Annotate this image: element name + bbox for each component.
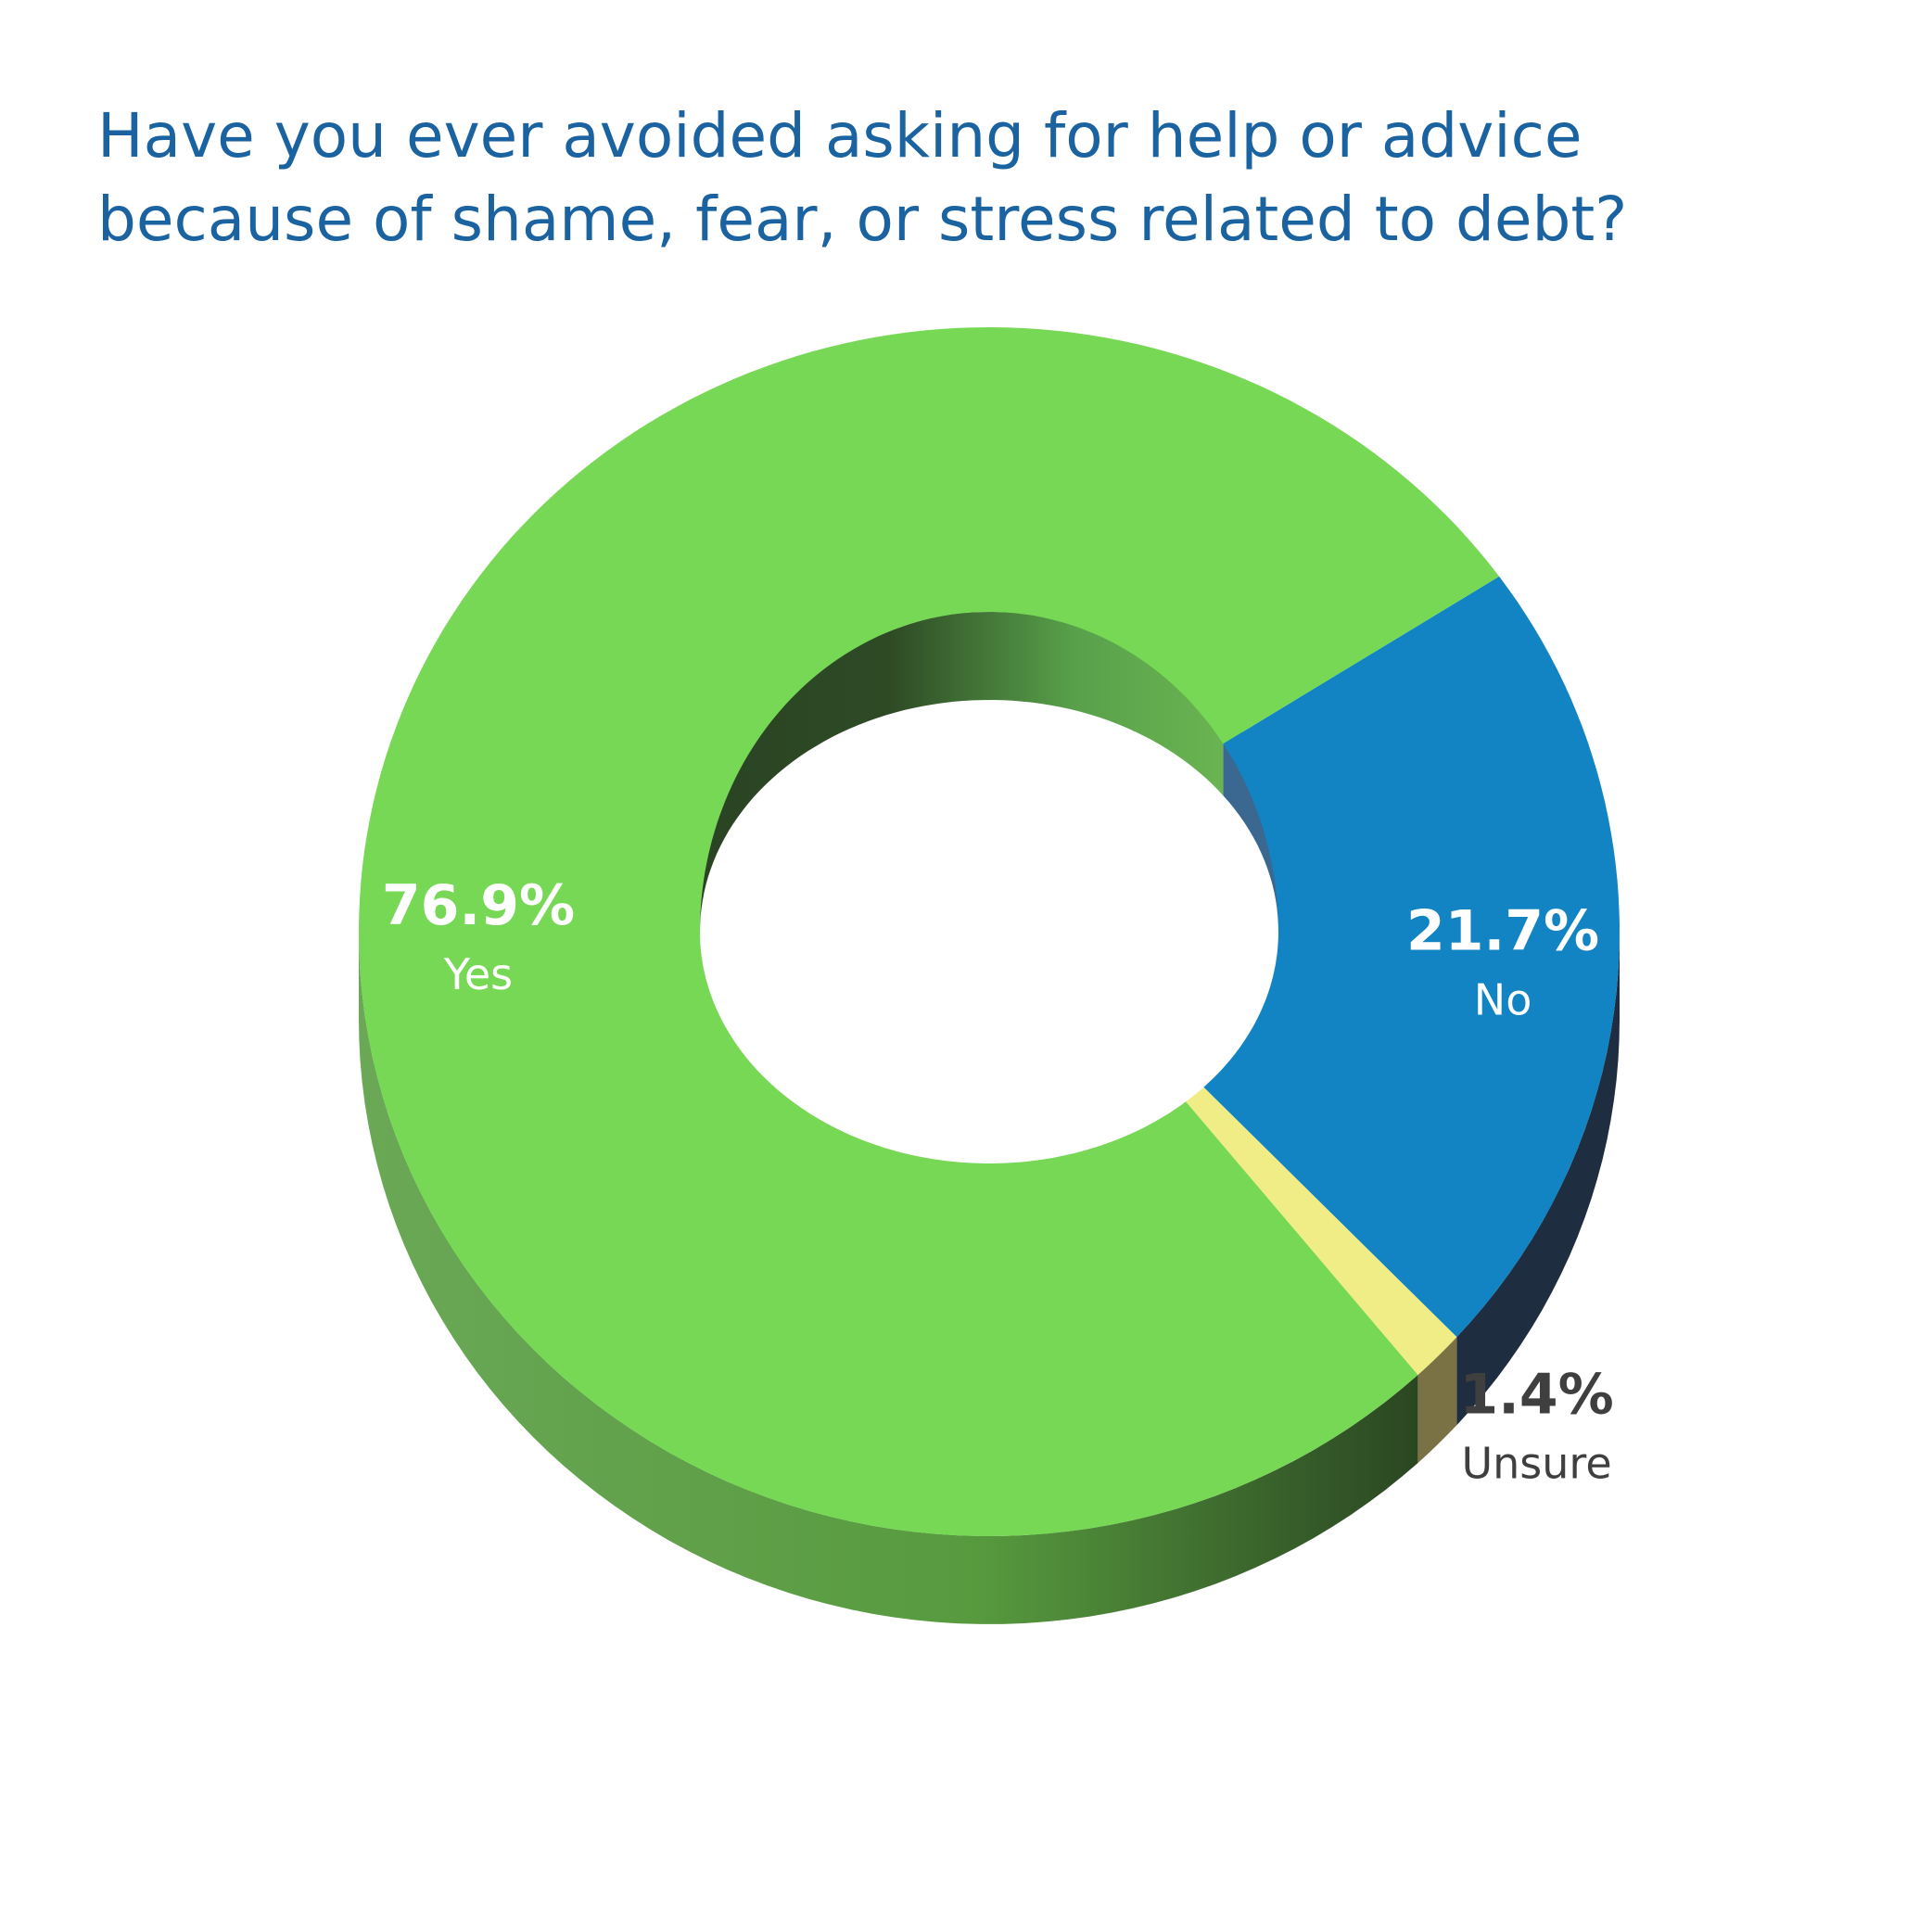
data-label-yes: 76.9% Yes: [382, 873, 575, 999]
data-label-category-no: No: [1474, 975, 1532, 1025]
data-label-category-yes: Yes: [443, 949, 513, 999]
side-wall-unsure: [1417, 1337, 1457, 1464]
chart-title: Have you ever avoided asking for help or…: [97, 95, 1859, 261]
data-label-no: 21.7% No: [1406, 899, 1599, 1025]
inner-wall-yes: [700, 612, 1224, 932]
slice-yes: [359, 327, 1500, 1536]
donut-slices: [359, 327, 1620, 1536]
data-label-category-unsure: Unsure: [1461, 1438, 1611, 1488]
chart-title-line-2: because of shame, fear, or stress relate…: [97, 184, 1628, 255]
data-label-value-unsure: 1.4%: [1459, 1362, 1613, 1427]
side-wall-no: [1456, 932, 1620, 1426]
slice-unsure: [1186, 1087, 1457, 1376]
data-label-value-no: 21.7%: [1406, 899, 1599, 964]
donut-side-walls: [359, 932, 1620, 1624]
slice-no: [1203, 576, 1620, 1338]
data-label-unsure: 1.4% Unsure: [1459, 1362, 1613, 1488]
side-wall-yes: [359, 932, 1418, 1624]
chart-title-line-1: Have you ever avoided asking for help or…: [97, 100, 1582, 172]
data-labels: 21.7% No 1.4% Unsure 76.9% Yes: [382, 873, 1614, 1488]
data-label-value-yes: 76.9%: [382, 873, 575, 938]
